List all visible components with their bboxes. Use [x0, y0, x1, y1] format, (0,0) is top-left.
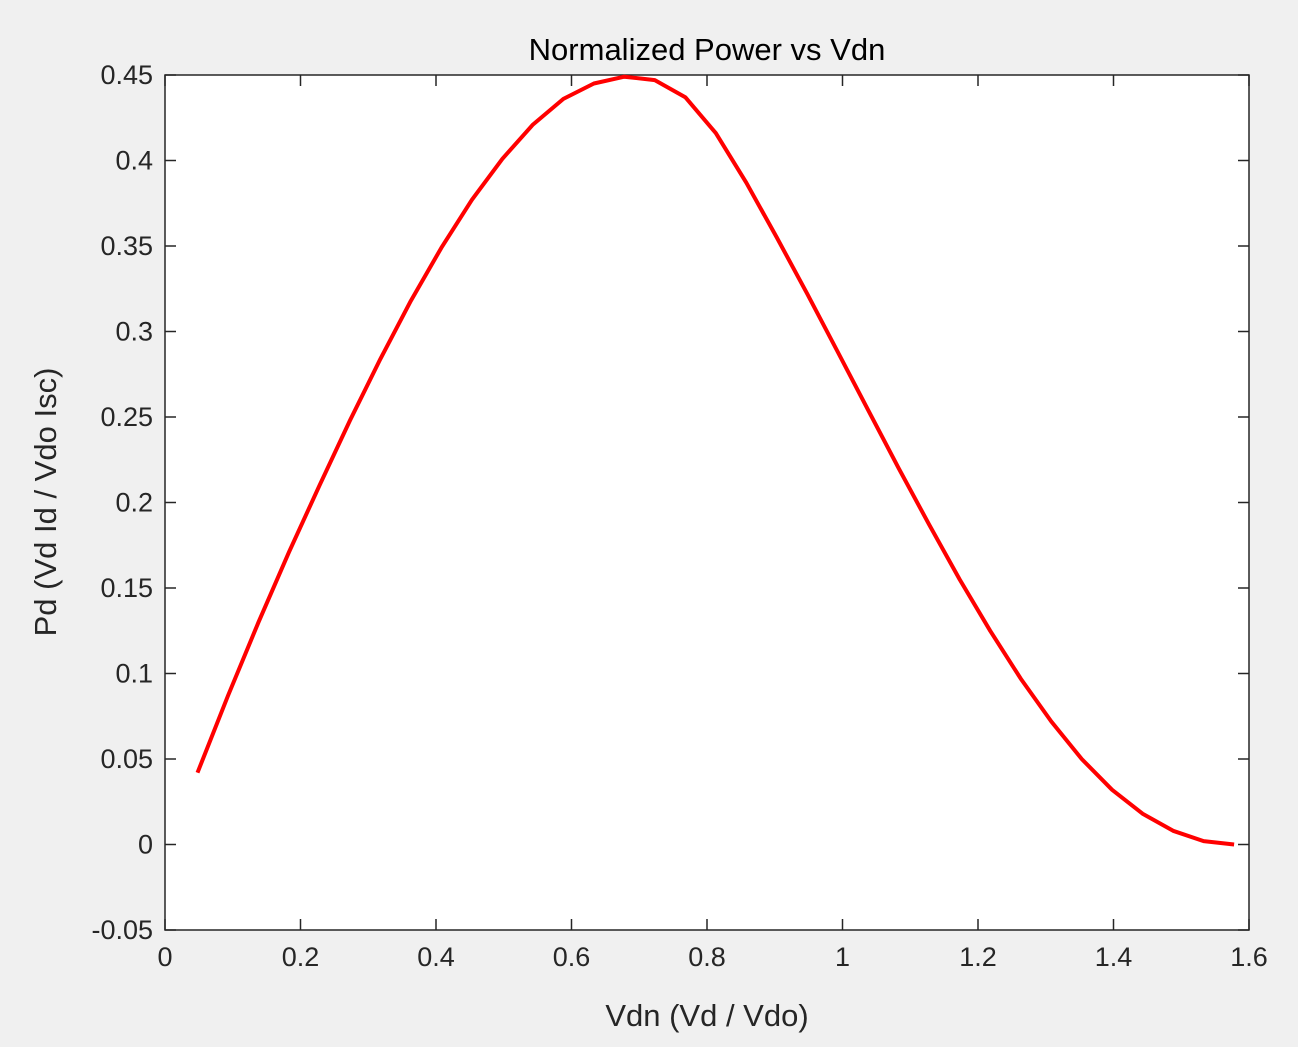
y-tick-label: 0.45: [100, 60, 153, 90]
y-tick-label: 0.4: [115, 146, 153, 176]
y-tick-label: 0.15: [100, 573, 153, 603]
x-tick-label: 0.6: [553, 942, 591, 972]
chart-title: Normalized Power vs Vdn: [529, 32, 886, 67]
x-tick-label: 0.8: [688, 942, 726, 972]
series-layer: [195, 74, 1235, 847]
x-tick-label: 0.2: [282, 942, 320, 972]
y-tick-label: -0.05: [91, 915, 153, 945]
y-tick-label: 0.3: [115, 317, 153, 347]
y-tick-label: 0: [138, 830, 153, 860]
y-tick-label: 0.1: [115, 659, 153, 689]
x-tick-label: 1.2: [959, 942, 997, 972]
x-axis-label: Vdn (Vd / Vdo): [605, 998, 808, 1033]
y-tick-label: 0.2: [115, 488, 153, 518]
x-tick-label: 0.4: [417, 942, 455, 972]
x-tick-label: 1.4: [1095, 942, 1133, 972]
x-tick-label: 1: [835, 942, 850, 972]
y-tick-label: 0.35: [100, 231, 153, 261]
x-tick-label: 1.6: [1230, 942, 1268, 972]
y-tick-label: 0.05: [100, 744, 153, 774]
y-axis-label: Pd (Vd Id / Vdo Isc): [28, 368, 63, 637]
x-tick-label: 0: [157, 942, 172, 972]
y-axis-ticks: -0.05 0 0.05 0.1 0.15 0.2 0.25 0.3 0.35 0.4 0.45: [91, 60, 1249, 945]
plot-area: [165, 75, 1249, 930]
x-axis-ticks: 0 0.2 0.4 0.6 0.8 1 1.2 1.4 1.6: [157, 75, 1268, 972]
y-tick-label: 0.25: [100, 402, 153, 432]
series-line: [195, 74, 1235, 847]
